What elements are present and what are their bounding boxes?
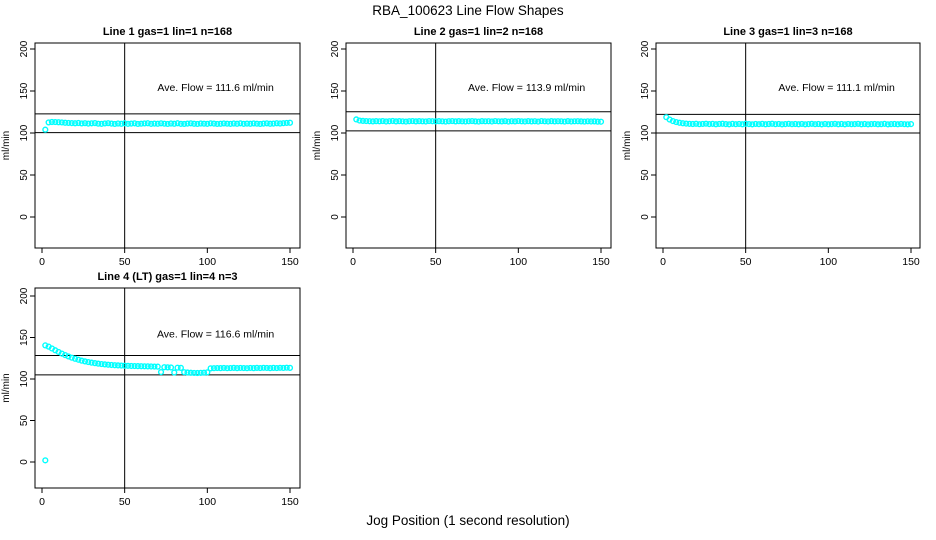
ave-flow-annotation: Ave. Flow = 116.6 ml/min (157, 329, 274, 341)
x-tick-label: 50 (119, 496, 131, 508)
plot-frame (655, 42, 921, 249)
subplot-title: Line 1 gas=1 lin=1 n=168 (103, 26, 232, 38)
y-tick-label: 150 (330, 82, 341, 99)
x-tick-label: 100 (199, 496, 217, 508)
y-axis-label: ml/min (622, 131, 633, 160)
x-tick-label: 0 (350, 256, 356, 268)
x-tick-label: 150 (592, 256, 610, 268)
subplot-line-1: 0 50 100 150 200 0 50 100 150 ml/min Line 1 gas=1 … (1, 26, 301, 268)
y-tick-label: 50 (19, 169, 30, 181)
flow-points (663, 114, 915, 128)
x-tick-label: 50 (430, 256, 442, 268)
x-tick-label: 150 (281, 496, 299, 508)
y-tick-label: 200 (19, 287, 30, 304)
x-tick-label: 0 (39, 496, 45, 508)
subplot-line-2: 0 50 100 150 200 0 50 100 150 ml/min Line 2 gas=1 … (312, 26, 612, 268)
y-axis-label: ml/min (1, 373, 12, 402)
y-tick-label: 50 (19, 415, 30, 427)
y-tick-label: 100 (19, 124, 30, 141)
y-tick-label: 150 (19, 82, 30, 99)
chart-title: RBA_100623 Line Flow Shapes (372, 3, 564, 18)
subplot-line-3: 0 50 100 150 200 0 50 100 150 ml/min Line 3 gas=1 … (622, 26, 921, 268)
y-tick-label: 100 (640, 124, 651, 141)
y-tick-label: 50 (330, 169, 341, 181)
y-axis-label: ml/min (1, 131, 12, 160)
y-tick-label: 0 (330, 214, 341, 220)
x-tick-label: 50 (740, 256, 752, 268)
x-axis-label: Jog Position (1 second resolution) (366, 513, 570, 528)
flow-points (42, 118, 294, 133)
y-tick-label: 150 (19, 329, 30, 346)
subplot-line-4: 0 50 100 150 200 0 50 100 150 ml/min Line 4 (LT) g… (1, 271, 301, 508)
subplot-title: Line 2 gas=1 lin=2 n=168 (414, 26, 543, 38)
x-tick-label: 50 (119, 256, 131, 268)
x-tick-label: 150 (281, 256, 299, 268)
x-tick-label: 100 (820, 256, 838, 268)
ave-flow-annotation: Ave. Flow = 111.6 ml/min (157, 82, 274, 94)
plot-frame (345, 42, 612, 249)
ave-flow-annotation: Ave. Flow = 111.1 ml/min (778, 82, 895, 94)
y-tick-label: 100 (330, 124, 341, 141)
flow-points (353, 116, 605, 125)
y-tick-label: 200 (19, 40, 30, 57)
subplot-title: Line 3 gas=1 lin=3 n=168 (723, 26, 852, 38)
y-tick-label: 150 (640, 82, 651, 99)
x-tick-label: 150 (902, 256, 920, 268)
outlier-point (42, 457, 49, 464)
y-tick-label: 100 (19, 370, 30, 387)
flow-points (42, 342, 294, 464)
x-tick-label: 100 (199, 256, 217, 268)
y-tick-label: 200 (640, 40, 651, 57)
plot-frame (34, 42, 301, 249)
y-tick-label: 200 (330, 40, 341, 57)
y-tick-label: 0 (19, 214, 30, 220)
y-axis-label: ml/min (312, 131, 323, 160)
subplot-title: Line 4 (LT) gas=1 lin=4 n=3 (97, 271, 237, 283)
x-tick-label: 100 (510, 256, 528, 268)
x-tick-label: 0 (660, 256, 666, 268)
y-tick-label: 50 (640, 169, 651, 181)
x-tick-label: 0 (39, 256, 45, 268)
plot-frame (34, 287, 301, 489)
y-tick-label: 0 (19, 459, 30, 465)
ave-flow-annotation: Ave. Flow = 113.9 ml/min (468, 82, 585, 94)
y-tick-label: 0 (640, 214, 651, 220)
